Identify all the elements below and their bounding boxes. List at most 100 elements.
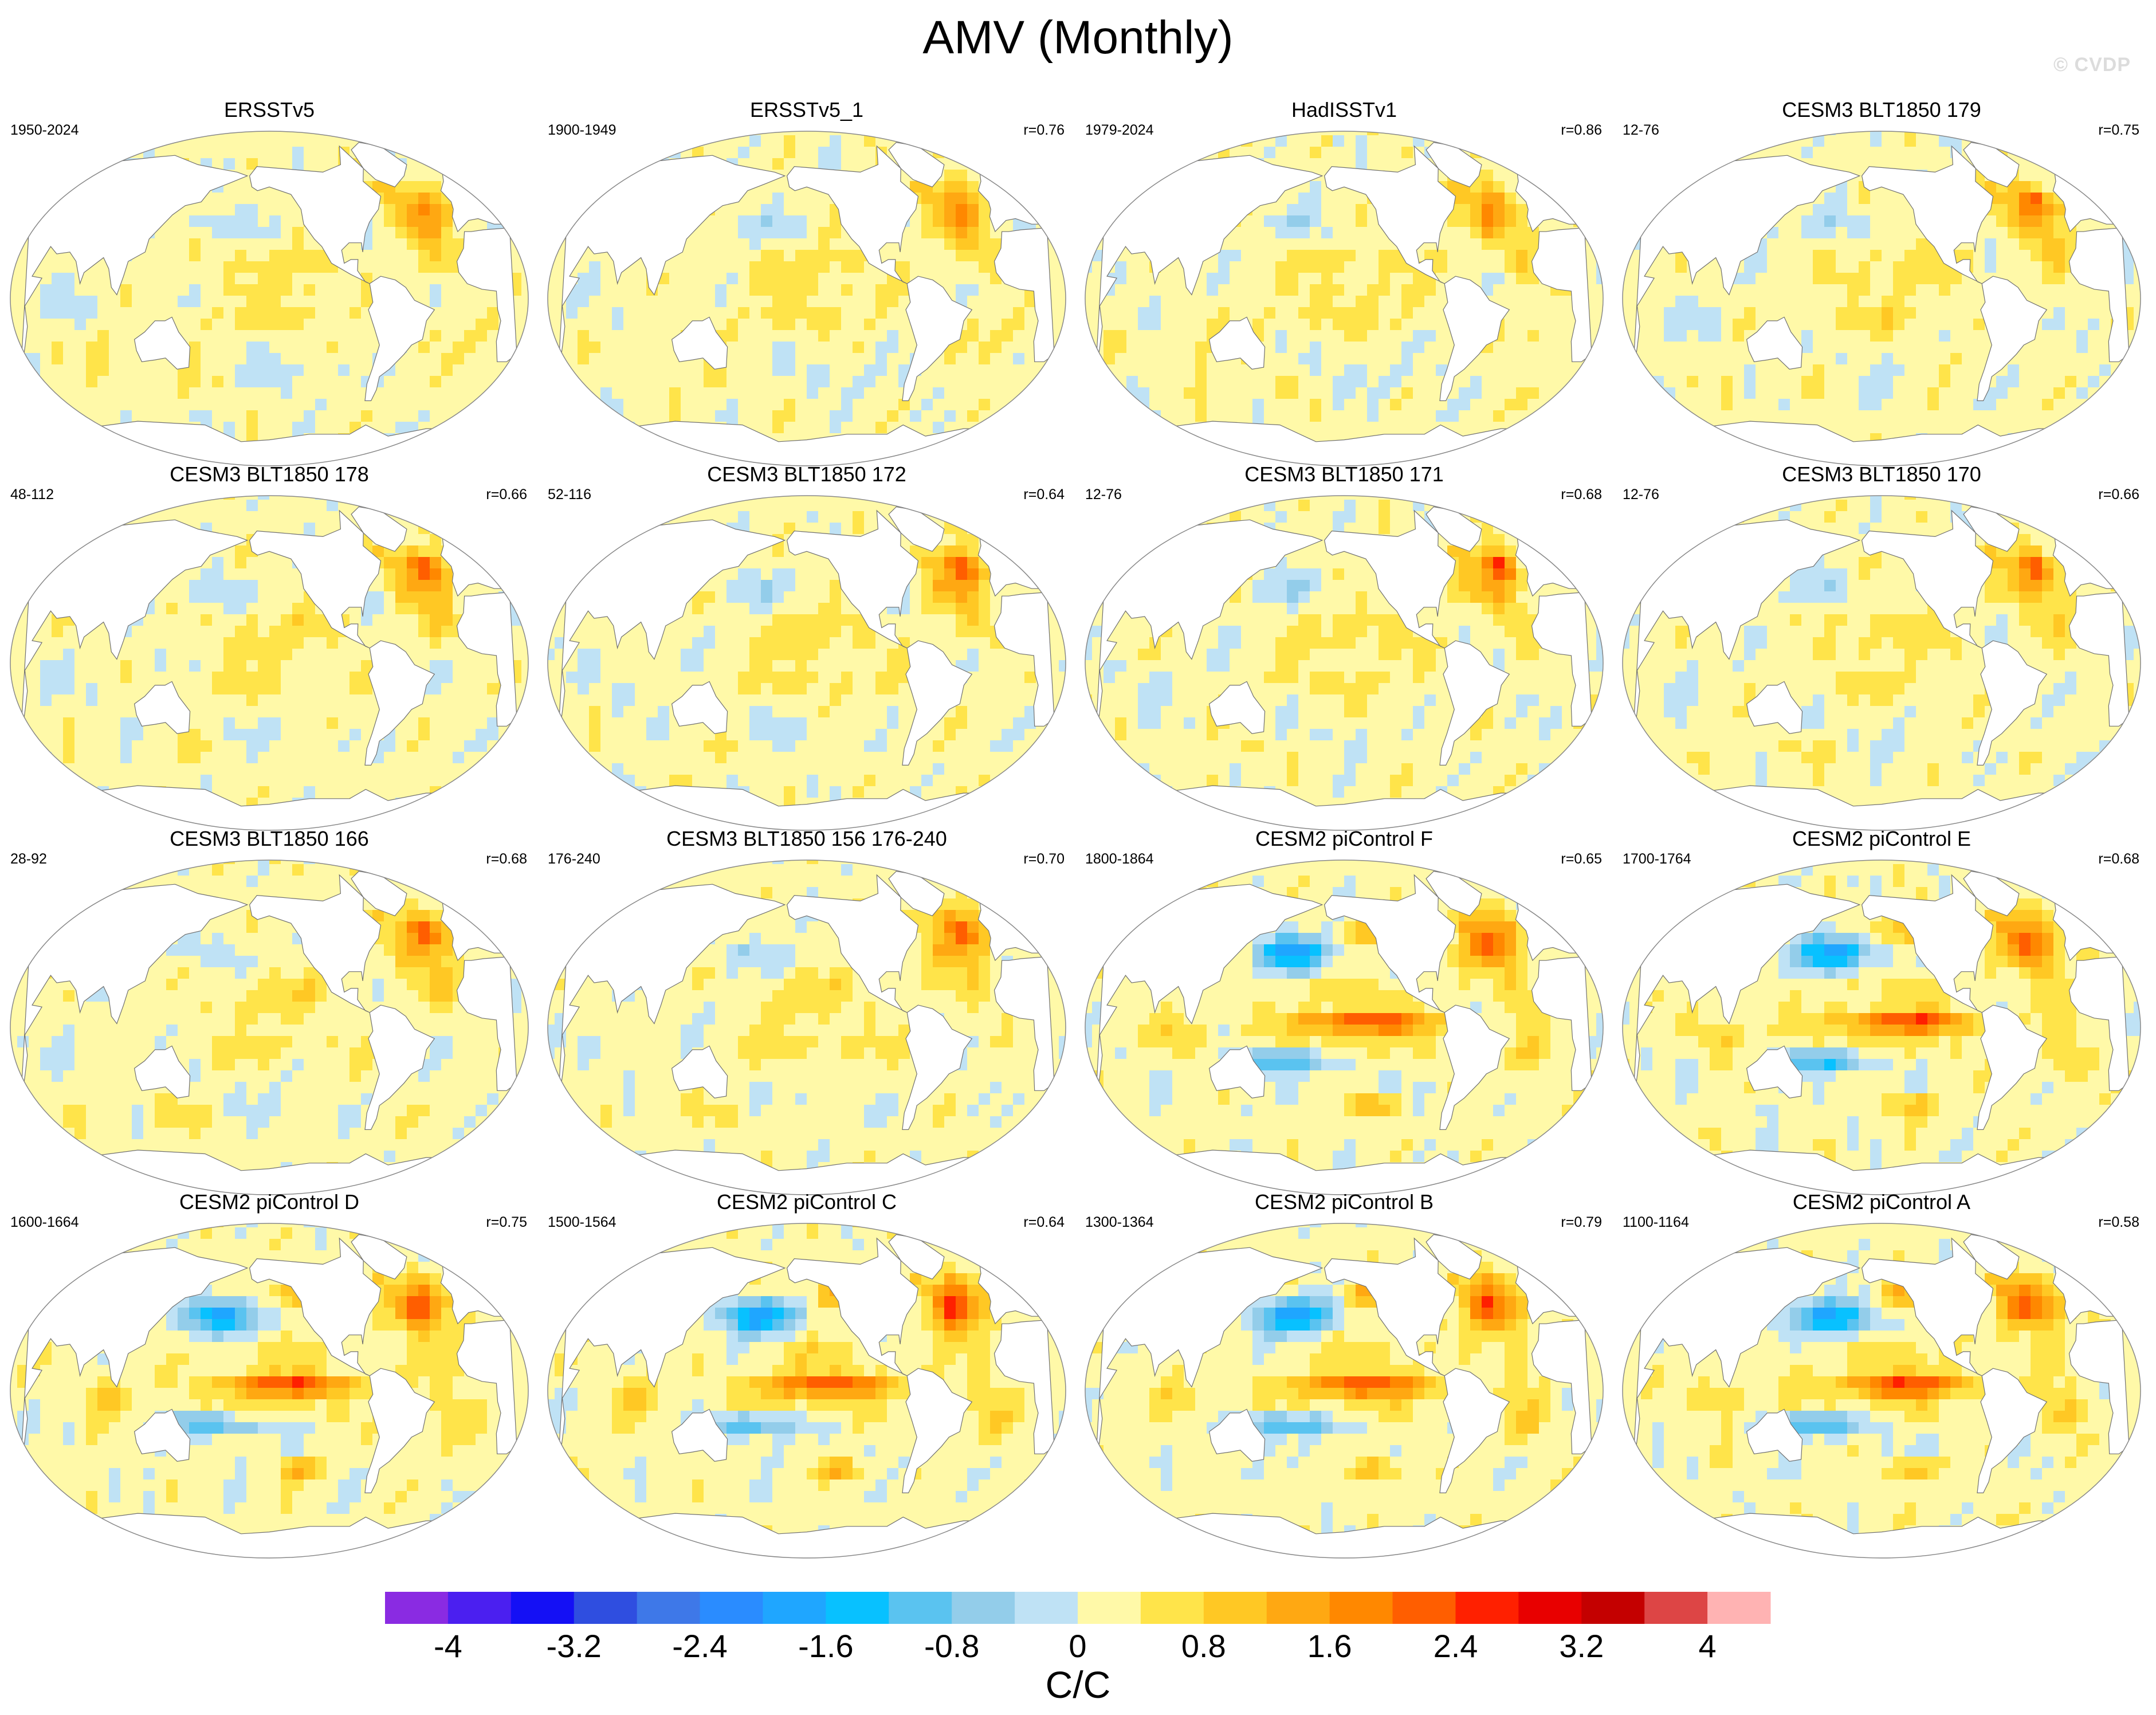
field-cell	[487, 181, 499, 193]
field-cell	[1973, 284, 1985, 296]
field-cell	[612, 131, 624, 136]
field-cell	[1629, 170, 1641, 182]
field-cell	[1172, 147, 1184, 159]
field-cell	[1161, 330, 1173, 342]
field-cell	[1379, 296, 1391, 308]
field-cell	[784, 227, 796, 239]
field-cell	[487, 410, 499, 422]
field-cell	[258, 227, 270, 239]
field-cell	[944, 387, 956, 399]
field-cell	[944, 147, 956, 159]
field-cell	[476, 181, 488, 193]
field-cell	[2122, 181, 2134, 193]
field-cell	[1126, 353, 1138, 365]
field-cell	[1275, 376, 1287, 388]
field-cell	[189, 410, 201, 422]
field-cell	[1024, 433, 1036, 445]
field-cell	[1218, 410, 1230, 422]
field-cell	[1550, 342, 1562, 354]
field-cell	[933, 238, 945, 250]
field-cell	[1459, 387, 1471, 399]
field-cell	[853, 250, 865, 262]
field-cell	[635, 330, 647, 342]
field-cell	[1264, 387, 1276, 399]
field-cell	[795, 284, 807, 296]
field-cell	[292, 158, 304, 170]
field-cell	[246, 261, 258, 273]
field-cell	[2008, 193, 2020, 205]
field-cell	[292, 353, 304, 365]
field-cell	[1652, 131, 1664, 136]
field-cell	[1939, 273, 1951, 285]
field-cell	[1527, 135, 1540, 147]
field-cell	[772, 158, 784, 170]
field-cell	[1002, 147, 1014, 159]
field-cell	[1687, 319, 1699, 331]
field-cell	[990, 342, 1002, 354]
field-cell	[1184, 342, 1196, 354]
field-cell	[86, 135, 98, 147]
field-cell	[1344, 353, 1356, 365]
field-cell	[1103, 433, 1116, 445]
field-cell	[258, 296, 270, 308]
field-cell	[772, 342, 784, 354]
field-cell	[1436, 330, 1448, 342]
field-cell	[1333, 342, 1345, 354]
field-cell	[1241, 131, 1253, 136]
field-cell	[395, 422, 407, 434]
field-cell	[726, 364, 739, 376]
field-cell	[944, 376, 956, 388]
field-cell	[1218, 376, 1230, 388]
field-cell	[441, 158, 453, 170]
field-cell	[1184, 387, 1196, 399]
field-cell	[600, 147, 612, 159]
field-cell	[29, 319, 41, 331]
field-cell	[97, 284, 109, 296]
field-cell	[1161, 284, 1173, 296]
field-cell	[510, 131, 522, 136]
field-cell	[304, 284, 316, 296]
field-cell	[1275, 387, 1287, 399]
field-cell	[864, 387, 876, 399]
field-cell	[1047, 433, 1059, 445]
field-cell	[1138, 284, 1150, 296]
field-cell	[589, 261, 601, 273]
field-cell	[830, 353, 842, 365]
field-cell	[143, 131, 155, 136]
field-cell	[1562, 399, 1574, 411]
field-cell	[646, 445, 658, 457]
field-cell	[464, 135, 476, 147]
field-cell	[1562, 387, 1574, 399]
field-cell	[201, 364, 213, 376]
field-cell	[1836, 273, 1848, 285]
field-cell	[1241, 296, 1253, 308]
field-cell	[1985, 181, 1997, 193]
field-cell	[1573, 215, 1585, 227]
field-cell	[212, 399, 224, 411]
land-australia	[1208, 316, 1266, 370]
field-cell	[738, 353, 750, 365]
field-cell	[361, 273, 373, 285]
field-cell	[1596, 353, 1603, 365]
field-cell	[1002, 445, 1014, 457]
field-cell	[1310, 250, 1322, 262]
field-cell	[155, 307, 167, 319]
field-cell	[269, 215, 281, 227]
field-cell	[841, 250, 853, 262]
field-cell	[1367, 273, 1379, 285]
field-cell	[52, 296, 64, 308]
field-cell	[1310, 273, 1322, 285]
field-cell	[476, 147, 488, 159]
field-cell	[464, 319, 476, 331]
field-cell	[120, 445, 132, 457]
field-cell	[921, 204, 933, 216]
field-cell	[17, 261, 29, 273]
field-cell	[669, 399, 681, 411]
field-cell	[304, 158, 316, 170]
field-cell	[1573, 399, 1585, 411]
field-cell	[430, 330, 442, 342]
field-cell	[807, 353, 819, 365]
field-cell	[990, 387, 1002, 399]
field-cell	[29, 353, 41, 365]
field-cell	[658, 296, 670, 308]
